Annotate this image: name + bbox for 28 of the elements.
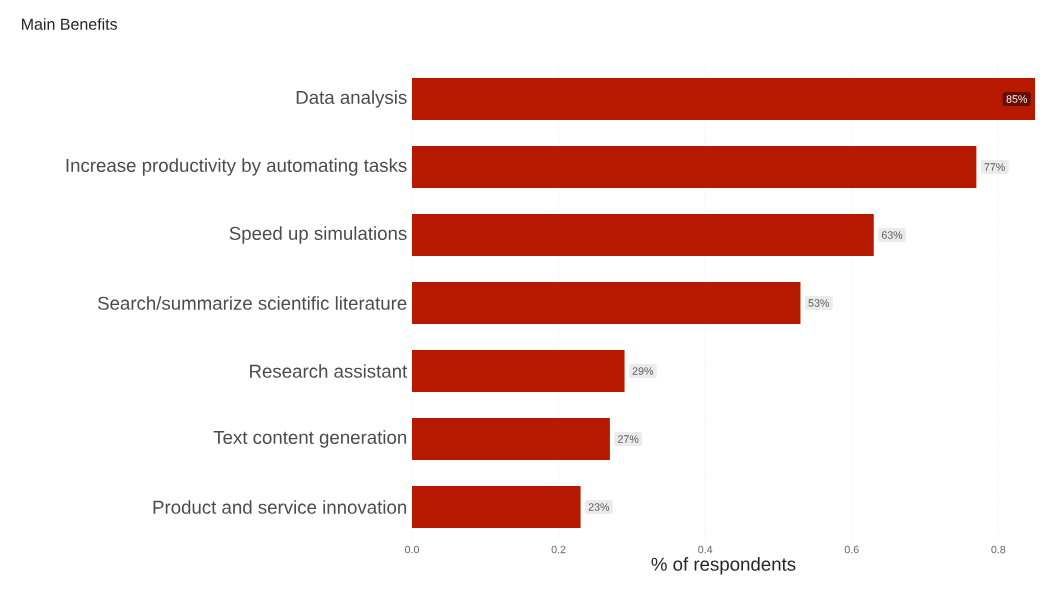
bar <box>412 214 874 257</box>
x-tick-label: 0.6 <box>844 545 859 554</box>
y-tick-label: Product and service innovation <box>153 500 407 514</box>
y-tick-label: Text content generation <box>213 430 407 448</box>
data-label: 27% <box>618 435 639 443</box>
x-tick-label: 0.8 <box>991 545 1006 554</box>
y-tick-label: Research assistant <box>250 364 408 378</box>
bar <box>412 282 801 325</box>
x-axis-title: % of respondents <box>651 557 796 575</box>
bar <box>412 78 1035 121</box>
bar <box>412 418 610 461</box>
x-tick-label: 0.4 <box>698 545 713 554</box>
bar <box>412 486 581 529</box>
data-label: 23% <box>588 503 610 511</box>
bar <box>412 350 625 393</box>
x-tick-label: 0.2 <box>551 545 566 554</box>
data-label: 53% <box>808 299 830 307</box>
data-label: 29% <box>632 367 654 375</box>
text: Main Benefits <box>22 18 118 30</box>
data-label: 77% <box>984 163 1005 171</box>
y-tick-label: Search/summarize scientific literature <box>97 296 407 310</box>
y-tick-label: Speed up simulations <box>229 226 407 244</box>
data-label: 63% <box>881 231 903 239</box>
y-tick-label: Increase productivity by automating tasks <box>66 158 407 176</box>
bar <box>412 146 977 189</box>
y-tick-label: Data analysis <box>296 90 407 108</box>
x-tick-label: 0.0 <box>405 545 419 554</box>
data-label: 85% <box>1006 95 1027 103</box>
